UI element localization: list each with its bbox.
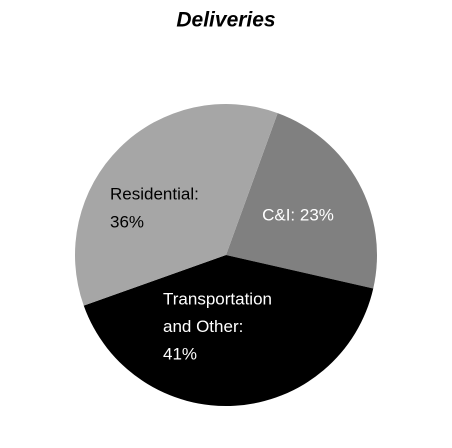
pie-slice	[226, 113, 378, 289]
pie-slice	[83, 255, 374, 407]
slice-label: 36%	[110, 212, 144, 231]
slice-label: Residential:	[110, 184, 199, 203]
chart-title: Deliveries	[176, 9, 275, 32]
slice-label: 41%	[163, 344, 197, 363]
slice-label: and Other:	[163, 317, 243, 336]
slice-label: C&I: 23%	[262, 205, 334, 224]
slice-label: Transportation	[163, 289, 272, 308]
pie-slice	[75, 104, 278, 306]
